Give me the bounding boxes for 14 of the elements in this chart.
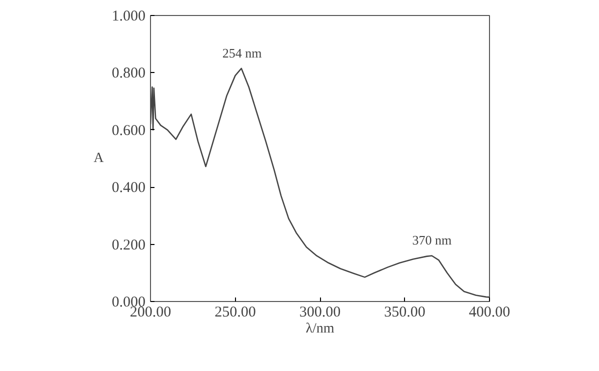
x-tick-label: 300.00	[299, 304, 341, 320]
x-tick-label: 250.00	[214, 304, 256, 320]
x-axis-title: λ/nm	[306, 322, 334, 336]
y-tick-label: 0.400	[112, 180, 146, 196]
y-tick-label: 0.600	[112, 122, 146, 139]
annotation: 254 nm	[222, 45, 262, 60]
line-series	[150, 68, 490, 298]
y-tick-label: 0.800	[112, 66, 146, 82]
annotation: 370 nm	[412, 232, 452, 248]
y-tick-label: 0.200	[112, 237, 146, 254]
y-tick-label: 1.000	[112, 8, 146, 24]
x-tick-label: 400.00	[468, 304, 510, 320]
x-tick-label: 350.00	[384, 304, 426, 320]
y-axis-title: A	[94, 151, 105, 166]
